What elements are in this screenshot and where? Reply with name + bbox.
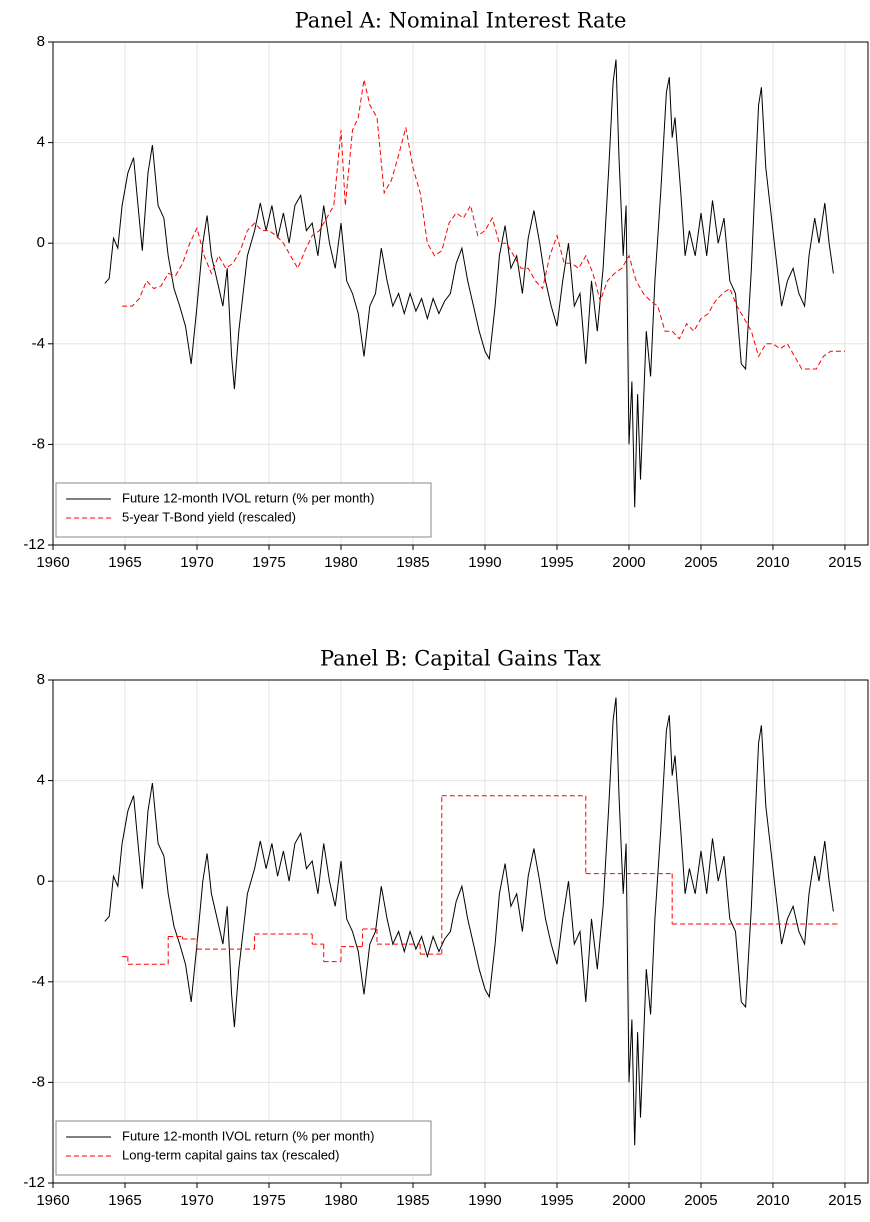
legend-box [55, 1120, 432, 1176]
plot-frame [52, 41, 869, 546]
y-tick-label: -12 [23, 536, 45, 553]
x-tick-label: 1980 [324, 554, 357, 571]
y-tick-label: -4 [32, 335, 45, 352]
y-tick-label: -4 [32, 973, 45, 990]
series-line [104, 697, 834, 1146]
y-tick-label: 8 [37, 33, 45, 50]
y-tick-label: 4 [37, 772, 45, 789]
plot-frame [52, 679, 869, 1184]
legend-label: Long-term capital gains tax (rescaled) [122, 1147, 340, 1162]
x-tick-label: 1975 [252, 1192, 285, 1209]
x-tick-label: 1965 [108, 554, 141, 571]
x-tick-label: 1970 [180, 554, 213, 571]
x-tick-label: 2010 [756, 554, 789, 571]
x-tick-label: 1960 [36, 554, 69, 571]
x-tick-label: 1975 [252, 554, 285, 571]
chart-title: Panel B: Capital Gains Tax [320, 647, 601, 671]
legend-label: 5-year T-Bond yield (rescaled) [122, 509, 296, 524]
x-tick-label: 2000 [612, 554, 645, 571]
x-tick-label: 2015 [828, 1192, 861, 1209]
x-tick-label: 1995 [540, 554, 573, 571]
x-tick-label: 2000 [612, 1192, 645, 1209]
x-tick-label: 1985 [396, 554, 429, 571]
x-tick-label: 1985 [396, 1192, 429, 1209]
x-tick-label: 1980 [324, 1192, 357, 1209]
legend-label: Future 12-month IVOL return (% per month… [122, 1128, 374, 1143]
y-tick-label: 4 [37, 134, 45, 151]
x-tick-label: 1970 [180, 1192, 213, 1209]
chart-title: Panel A: Nominal Interest Rate [295, 9, 627, 33]
x-tick-label: 2015 [828, 554, 861, 571]
y-tick-label: 0 [37, 872, 45, 889]
legend-label: Future 12-month IVOL return (% per month… [122, 490, 374, 505]
y-tick-label: -8 [32, 1073, 45, 1090]
x-tick-label: 2005 [684, 1192, 717, 1209]
x-tick-label: 1995 [540, 1192, 573, 1209]
x-tick-label: 1960 [36, 1192, 69, 1209]
y-tick-label: -8 [32, 435, 45, 452]
y-tick-label: -12 [23, 1174, 45, 1191]
legend-box [55, 482, 432, 538]
x-tick-label: 1990 [468, 1192, 501, 1209]
x-tick-label: 1965 [108, 1192, 141, 1209]
series-line [104, 59, 834, 508]
x-tick-label: 2010 [756, 1192, 789, 1209]
series-line [122, 79, 845, 370]
y-tick-label: 0 [37, 234, 45, 251]
y-tick-label: 8 [37, 671, 45, 688]
x-tick-label: 1990 [468, 554, 501, 571]
x-tick-label: 2005 [684, 554, 717, 571]
